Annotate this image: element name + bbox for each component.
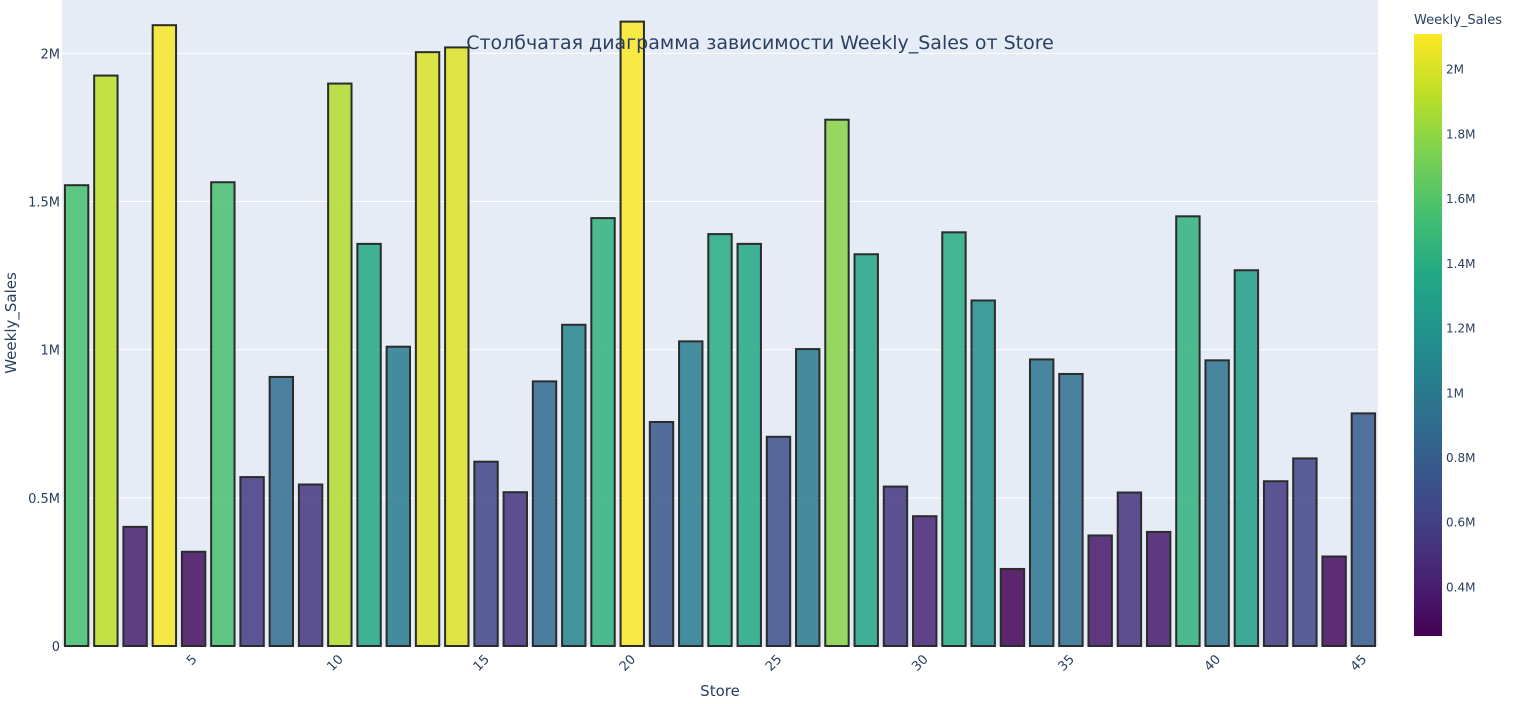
- bar-store-13: [414, 51, 441, 648]
- bar-store-8: [268, 375, 295, 647]
- bar-store-15: [473, 460, 499, 647]
- colorbar-tick-label: 1.4M: [1446, 257, 1475, 271]
- bars: [63, 20, 1377, 648]
- x-tick-label: 15: [471, 652, 493, 674]
- x-tick-label: 10: [324, 652, 346, 674]
- bar-store-10: [327, 82, 353, 648]
- bar-store-28: [853, 253, 879, 647]
- x-tick-label: 25: [763, 652, 785, 674]
- bar-store-25: [765, 435, 792, 647]
- bar-store-44: [1321, 555, 1347, 647]
- bar-store-45: [1350, 412, 1377, 647]
- bar-store-26: [795, 348, 821, 647]
- bar-store-34: [1028, 358, 1055, 647]
- colorbar-gradient: [1414, 34, 1442, 636]
- colorbar: Weekly_Sales 0.4M 0.6M 0.8M 1M 1.2M 1.4M 1.6M 1…: [1414, 13, 1502, 636]
- bar-store-12: [385, 345, 412, 647]
- bar-store-39: [1175, 215, 1201, 647]
- colorbar-tick-label: 0.6M: [1446, 516, 1475, 530]
- bar-store-19: [590, 217, 616, 647]
- y-tick-label: 2M: [41, 47, 61, 62]
- bar-store-9: [297, 483, 324, 647]
- bar-store-43: [1292, 457, 1318, 647]
- bar-store-17: [531, 380, 558, 647]
- colorbar-tick-label: 0.8M: [1446, 451, 1475, 465]
- bar-store-5: [180, 550, 207, 647]
- colorbar-tick-label: 1.6M: [1446, 192, 1475, 206]
- colorbar-tick-label: 1M: [1446, 386, 1464, 400]
- bar-store-16: [502, 491, 528, 647]
- x-axis: 5 10 15 20 25 30 35 40 45: [184, 652, 1370, 674]
- bar-store-38: [1145, 530, 1172, 647]
- bar-store-29: [882, 485, 909, 647]
- colorbar-title: Weekly_Sales: [1414, 13, 1502, 28]
- bar-store-7: [239, 476, 265, 647]
- bar-store-14: [444, 46, 470, 648]
- bar-store-24: [736, 242, 762, 647]
- bar-store-41: [1233, 269, 1260, 647]
- bar-store-23: [707, 233, 733, 647]
- bar-store-3: [122, 525, 148, 648]
- bar-store-1: [63, 184, 90, 647]
- colorbar-tick-label: 1.2M: [1446, 322, 1475, 336]
- y-tick-label: 0: [52, 640, 60, 655]
- bar-store-40: [1204, 359, 1230, 647]
- colorbar-ticks: 0.4M 0.6M 0.8M 1M 1.2M 1.4M 1.6M 1.8M 2M: [1446, 63, 1475, 595]
- bar-store-37: [1116, 491, 1143, 647]
- bar-store-2: [93, 74, 119, 648]
- x-tick-label: 5: [184, 652, 200, 668]
- x-axis-label: Store: [700, 682, 740, 700]
- bar-store-18: [561, 323, 587, 647]
- bar-store-27: [824, 118, 850, 648]
- bar-store-20: [619, 20, 645, 648]
- colorbar-tick-label: 2M: [1446, 63, 1464, 77]
- x-tick-label: 20: [617, 652, 639, 674]
- bar-store-22: [678, 340, 704, 647]
- x-tick-label: 30: [909, 652, 931, 674]
- bar-store-4: [151, 24, 178, 648]
- y-tick-label: 1.5M: [28, 196, 60, 211]
- bar-store-30: [912, 515, 938, 647]
- bar-store-36: [1087, 534, 1113, 647]
- x-tick-label: 35: [1055, 652, 1077, 674]
- y-tick-label: 1M: [41, 344, 61, 359]
- bar-store-11: [356, 242, 382, 647]
- bar-store-35: [1058, 372, 1084, 647]
- y-axis: 0 0.5M 1M 1.5M 2M: [28, 47, 60, 655]
- bar-store-42: [1262, 480, 1289, 647]
- colorbar-tick-label: 1.8M: [1446, 127, 1475, 141]
- colorbar-tick-label: 0.4M: [1446, 580, 1475, 594]
- x-tick-label: 45: [1348, 652, 1370, 674]
- bar-store-31: [941, 231, 967, 647]
- bar-store-32: [970, 299, 996, 647]
- x-tick-label: 40: [1202, 652, 1224, 674]
- bar-store-6: [210, 181, 236, 647]
- y-tick-label: 0.5M: [28, 492, 60, 507]
- y-axis-label: Weekly_Sales: [2, 272, 21, 374]
- bar-store-33: [999, 567, 1026, 647]
- chart-title: Столбчатая диаграмма зависимости Weekly_…: [466, 32, 1054, 54]
- bar-store-21: [648, 420, 675, 647]
